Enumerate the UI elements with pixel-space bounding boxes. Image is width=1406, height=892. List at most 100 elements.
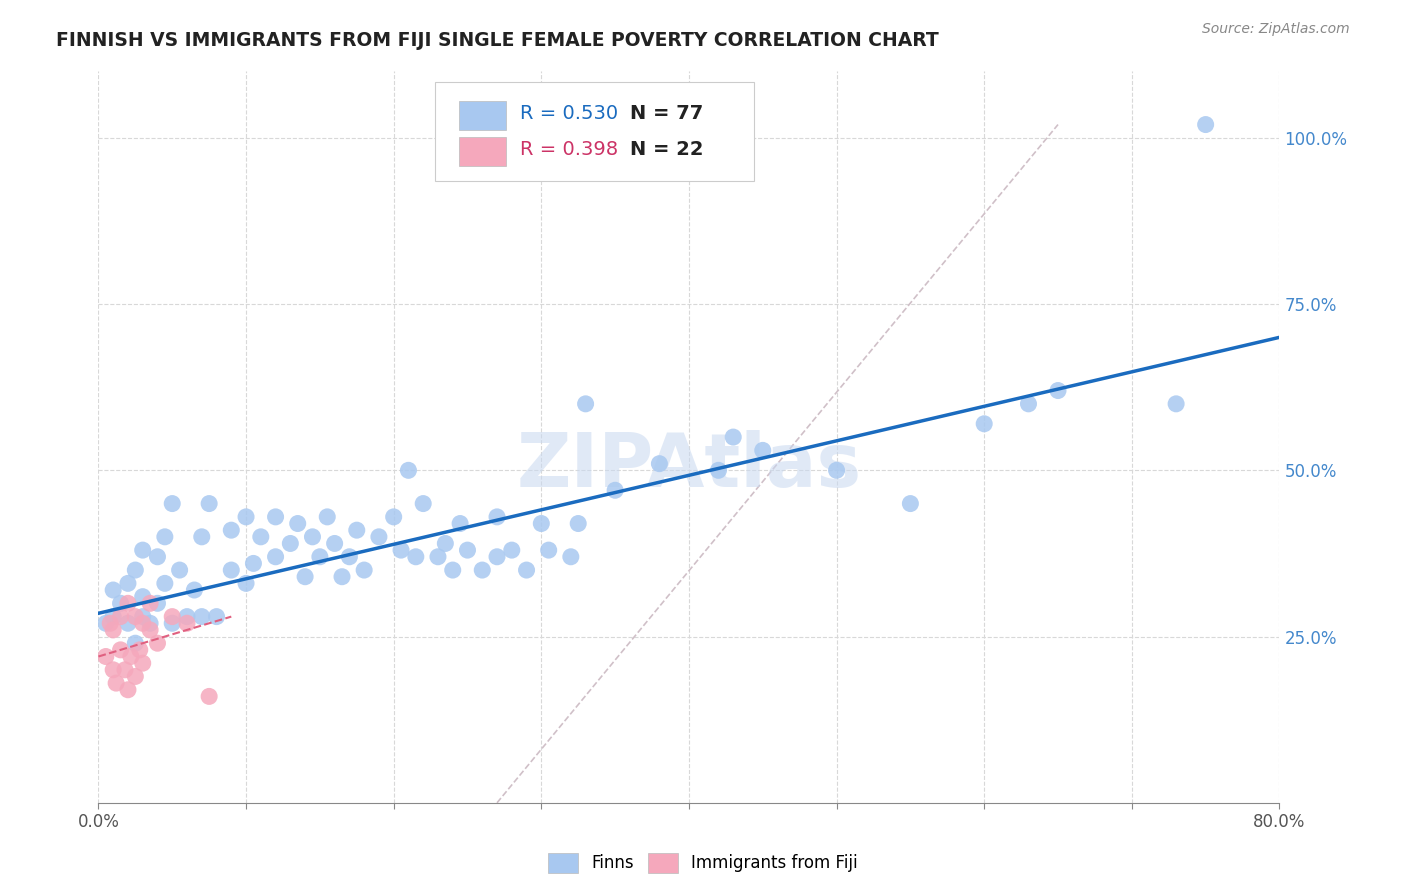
Point [103,609,125,624]
Point [139,623,162,637]
Point [219,523,242,537]
Point [434,536,457,550]
Point [205,609,228,624]
Point [198,690,221,704]
Point [900,497,922,511]
Point [449,516,471,531]
Point [124,669,146,683]
Text: Source: ZipAtlas.com: Source: ZipAtlas.com [1202,22,1350,37]
Point [301,530,323,544]
Point [183,582,205,597]
Point [382,509,405,524]
Point [124,636,146,650]
Point [146,549,169,564]
Point [368,530,391,544]
Point [124,563,146,577]
Point [120,649,142,664]
Point [117,576,139,591]
Point [471,563,494,577]
Point [486,549,509,564]
Point [501,543,523,558]
Point [114,663,136,677]
Text: FINNISH VS IMMIGRANTS FROM FIJI SINGLE FEMALE POVERTY CORRELATION CHART: FINNISH VS IMMIGRANTS FROM FIJI SINGLE F… [56,31,939,50]
Point [162,609,183,624]
Point [103,582,125,597]
Point [198,497,221,511]
Bar [458,137,506,167]
Point [441,563,464,577]
Legend: Finns, Immigrants from Fiji: Finns, Immigrants from Fiji [541,847,865,880]
Point [530,516,553,531]
Point [751,443,773,458]
Bar [458,101,506,130]
Point [117,616,139,631]
Point [162,616,183,631]
Point [486,509,509,524]
Point [1164,397,1187,411]
Point [128,643,150,657]
Point [242,557,264,571]
Point [103,663,125,677]
Text: R = 0.398: R = 0.398 [520,140,619,159]
Point [264,549,287,564]
Point [287,516,309,531]
Point [132,609,155,624]
Point [169,563,191,577]
Point [339,549,360,564]
Point [176,616,198,631]
Point [316,509,339,524]
Point [574,397,596,411]
Point [110,643,132,657]
Point [605,483,627,498]
Point [294,570,316,584]
Point [132,616,155,631]
Point [396,463,419,477]
Point [103,623,125,637]
Point [648,457,671,471]
Point [235,576,257,591]
Point [456,543,478,558]
Point [146,596,169,610]
Point [94,616,117,631]
Text: R = 0.530: R = 0.530 [520,103,619,122]
Point [110,596,132,610]
Point [309,549,332,564]
Point [250,530,273,544]
Point [825,463,848,477]
Point [98,616,121,631]
Point [346,523,368,537]
Point [235,509,257,524]
Point [389,543,412,558]
Point [515,563,537,577]
Point [105,676,128,690]
Point [191,609,214,624]
Point [1046,384,1069,398]
Point [264,509,287,524]
Point [162,497,183,511]
Point [567,516,589,531]
Point [707,463,730,477]
Point [412,497,434,511]
Point [353,563,375,577]
Text: N = 22: N = 22 [630,140,703,159]
FancyBboxPatch shape [434,82,754,181]
Point [973,417,995,431]
Point [153,576,176,591]
Point [723,430,745,444]
Point [153,530,176,544]
Point [132,656,155,670]
Point [1195,118,1218,132]
Point [330,570,353,584]
Point [323,536,346,550]
Point [110,609,132,624]
Point [117,682,139,697]
Point [560,549,582,564]
Point [139,616,162,631]
Point [117,596,139,610]
Point [176,609,198,624]
Point [94,649,117,664]
Point [146,636,169,650]
Text: ZIPAtlas: ZIPAtlas [516,430,862,503]
Point [124,609,146,624]
Text: N = 77: N = 77 [630,103,703,122]
